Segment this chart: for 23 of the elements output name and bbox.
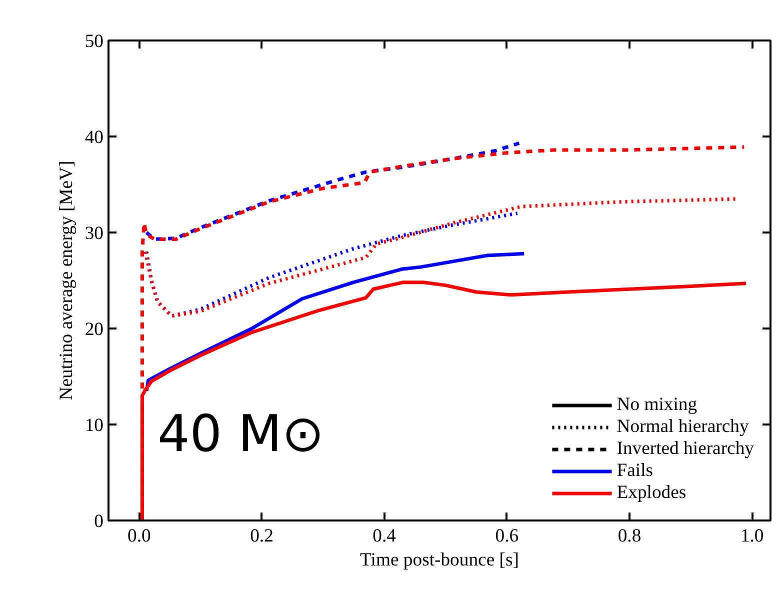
- y-tick-label: 20: [84, 319, 104, 340]
- legend-label: Normal hierarchy: [616, 416, 749, 438]
- annotation: 40 M⊙: [158, 404, 324, 463]
- x-axis-title: Time post-bounce [s]: [360, 550, 519, 570]
- x-tick-label: 0.0: [127, 526, 151, 546]
- x-tick-label: 0.2: [250, 526, 274, 546]
- line-series: [144, 141, 521, 241]
- legend-label: Fails: [616, 460, 654, 482]
- y-axis-title: Neutrino average energy [MeV]: [56, 160, 77, 400]
- x-tick-label: 0.4: [372, 526, 397, 546]
- legend-label: Inverted hierarchy: [616, 438, 754, 460]
- y-tick-label: 50: [84, 31, 104, 52]
- y-tick-label: 0: [94, 511, 104, 532]
- x-tick-label: 1.0: [740, 526, 764, 546]
- x-tick-label: 0.6: [495, 526, 519, 546]
- line-series: [144, 212, 520, 318]
- y-tick-label: 30: [84, 223, 104, 244]
- line-series: [144, 252, 526, 393]
- legend-label: Explodes: [616, 482, 686, 504]
- y-tick-label: 40: [84, 127, 104, 148]
- x-tick-label: 0.8: [618, 526, 642, 546]
- y-tick-label: 10: [84, 415, 104, 436]
- legend-label: No mixing: [616, 394, 698, 416]
